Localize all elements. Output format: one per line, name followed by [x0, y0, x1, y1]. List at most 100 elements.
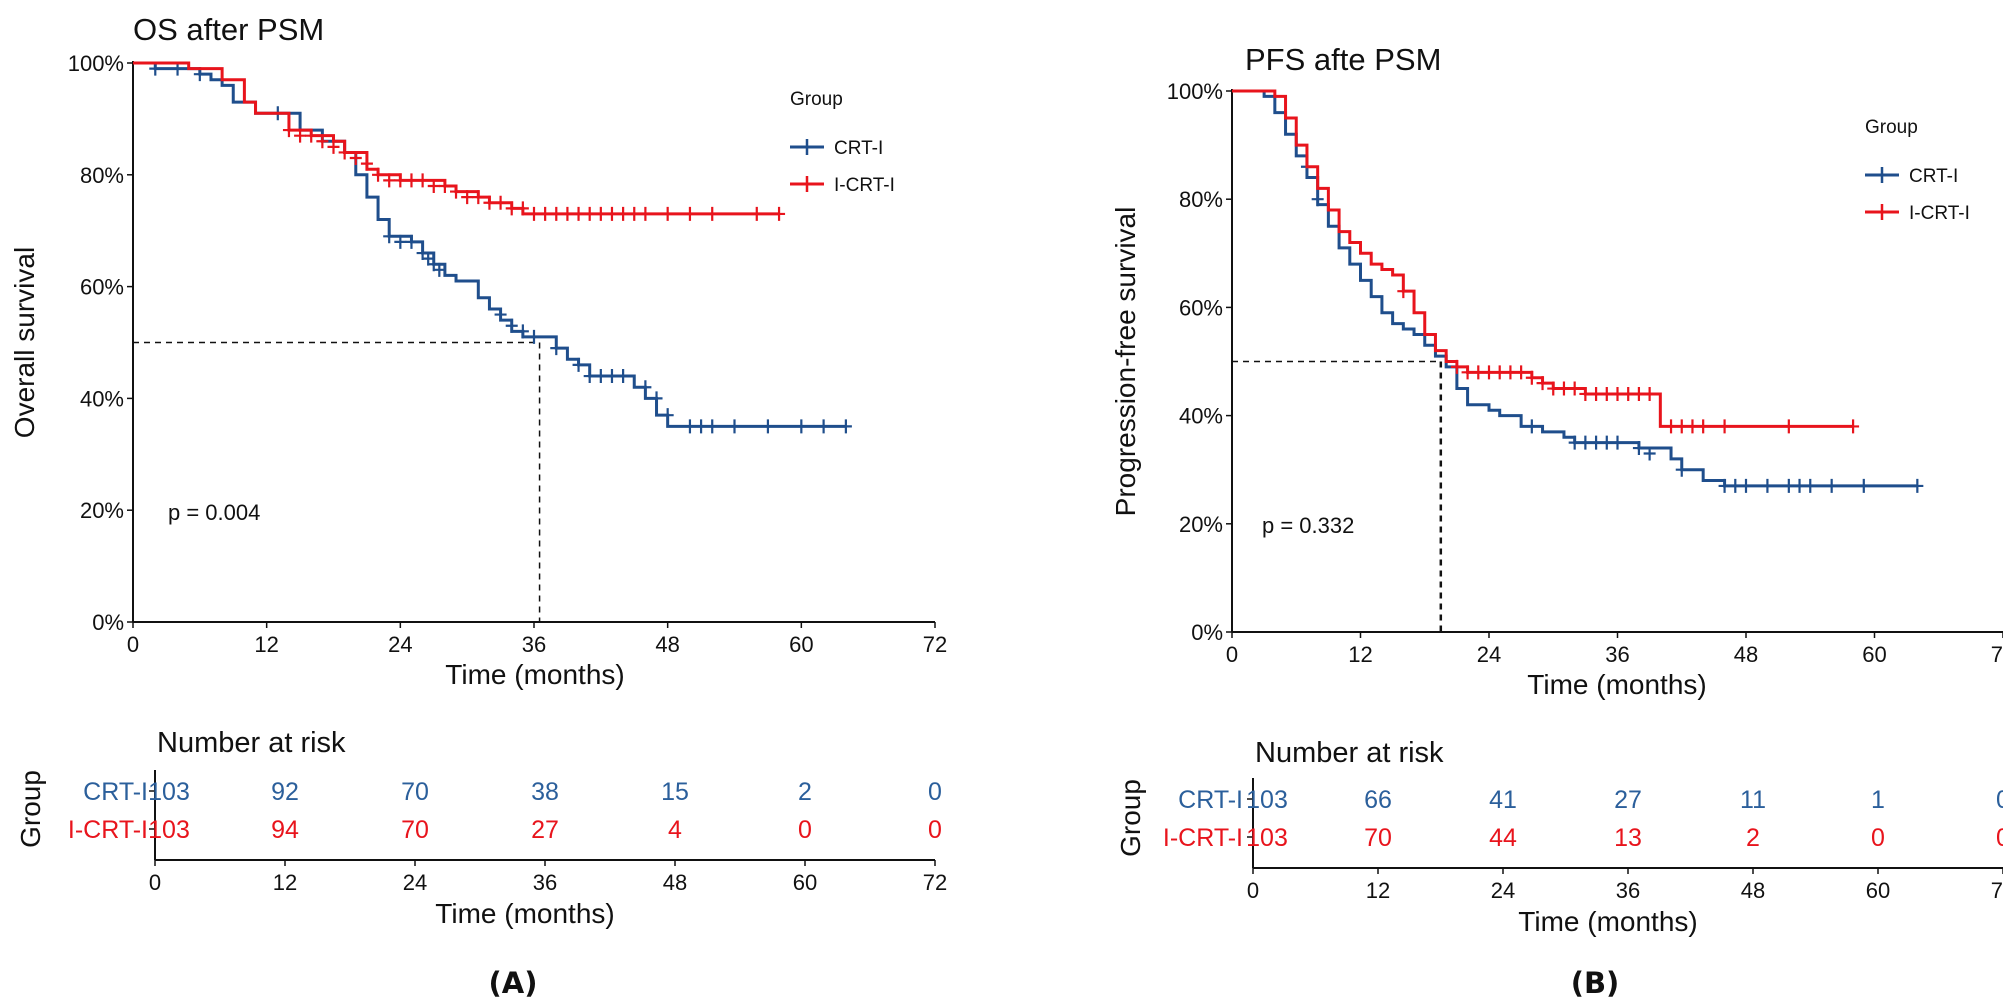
risk-x-tick-label: 24	[403, 870, 427, 895]
censor-mark	[516, 201, 529, 216]
censor-mark	[583, 206, 596, 221]
x-axis-label: Time (months)	[1527, 669, 1706, 700]
censor-mark	[1857, 478, 1870, 493]
y-tick-label: 40%	[1179, 404, 1223, 429]
censor-mark	[282, 123, 295, 138]
risk-value: 2	[1746, 824, 1760, 852]
p-value: p = 0.004	[168, 500, 260, 525]
x-tick-label: 60	[1862, 642, 1886, 667]
legend: Group CRT-I I-CRT-I	[1865, 117, 1970, 224]
censor-mark	[1686, 419, 1699, 434]
risk-value: 103	[1246, 824, 1288, 852]
risk-x-axis-label: Time (months)	[435, 898, 614, 929]
censor-mark	[1461, 365, 1474, 380]
risk-value: 4	[668, 816, 682, 844]
censor-mark	[1611, 435, 1624, 450]
censor-mark	[1504, 365, 1517, 380]
y-tick-label: 0%	[1191, 620, 1223, 645]
legend-censor-icon	[801, 176, 813, 192]
censor-mark	[1450, 359, 1463, 374]
censor-mark	[1718, 419, 1731, 434]
x-tick-label: 48	[655, 632, 679, 657]
censor-mark	[394, 234, 407, 249]
x-tick-label: 0	[127, 632, 139, 657]
y-tick-label: 100%	[68, 51, 124, 76]
censor-mark	[617, 206, 630, 221]
censor-mark	[305, 128, 318, 143]
censor-mark	[1515, 365, 1528, 380]
censor-mark	[661, 408, 674, 423]
x-tick-label: 0	[1226, 642, 1238, 667]
x-axis-label: Time (months)	[445, 659, 624, 690]
censor-mark	[1675, 462, 1688, 477]
censor-mark	[405, 234, 418, 249]
censor-mark	[795, 419, 808, 434]
censor-mark	[706, 419, 719, 434]
censor-mark	[1600, 435, 1613, 450]
censor-mark	[1643, 446, 1656, 461]
risk-value: 94	[271, 816, 299, 844]
censor-mark	[628, 206, 641, 221]
censor-mark	[1397, 284, 1410, 299]
censor-mark	[650, 391, 663, 406]
censor-mark	[1611, 386, 1624, 401]
risk-row-label: CRT-I	[1178, 786, 1243, 814]
x-tick-label: 72	[1991, 642, 2003, 667]
risk-x-tick-label: 72	[1991, 878, 2003, 903]
legend-title: Group	[1865, 117, 1918, 138]
censor-mark	[427, 178, 440, 193]
censor-mark	[505, 318, 518, 333]
risk-value: 27	[531, 816, 559, 844]
censor-mark	[372, 167, 385, 182]
censor-mark	[550, 341, 563, 356]
censor-mark	[461, 190, 474, 205]
censor-mark	[1718, 478, 1731, 493]
censor-mark	[1825, 478, 1838, 493]
censor-mark	[706, 206, 719, 221]
y-tick-label: 80%	[80, 163, 124, 188]
censor-mark	[383, 173, 396, 188]
risk-x-tick-label: 60	[793, 870, 817, 895]
censor-mark	[617, 369, 630, 384]
risk-value: 103	[1246, 786, 1288, 814]
y-tick-label: 20%	[1179, 512, 1223, 537]
censor-mark	[683, 206, 696, 221]
risk-x-tick-label: 0	[149, 870, 161, 895]
censor-mark	[1761, 478, 1774, 493]
risk-value: 70	[1364, 824, 1392, 852]
chart-title: PFS afte PSM	[1245, 42, 1441, 77]
risk-value: 41	[1489, 786, 1517, 814]
censor-mark	[1525, 419, 1538, 434]
censor-mark	[817, 419, 830, 434]
y-axis-label: Overall survival	[9, 247, 40, 438]
censor-mark	[360, 156, 373, 171]
censor-mark	[594, 206, 607, 221]
censor-mark	[1804, 478, 1817, 493]
censor-mark	[1590, 386, 1603, 401]
censor-mark	[394, 173, 407, 188]
legend-label: I-CRT-I	[1909, 203, 1970, 224]
censor-mark	[494, 307, 507, 322]
censor-mark	[1600, 386, 1613, 401]
censor-mark	[405, 173, 418, 188]
censor-mark	[349, 151, 362, 166]
censor-mark	[483, 195, 496, 210]
censor-mark	[572, 357, 585, 372]
risk-row-label: I-CRT-I	[1163, 824, 1243, 852]
risk-value: 0	[928, 816, 942, 844]
risk-y-axis-label: Group	[1115, 779, 1146, 857]
censor-mark	[472, 190, 485, 205]
risk-value: 38	[531, 778, 559, 806]
censor-mark	[1311, 192, 1324, 207]
x-tick-label: 12	[1348, 642, 1372, 667]
censor-mark	[1729, 478, 1742, 493]
censor-mark	[450, 184, 463, 199]
survival-curve-crt-i	[133, 61, 846, 428]
risk-value: 0	[1996, 824, 2003, 852]
risk-value: 0	[1996, 786, 2003, 814]
censor-mark	[728, 419, 741, 434]
